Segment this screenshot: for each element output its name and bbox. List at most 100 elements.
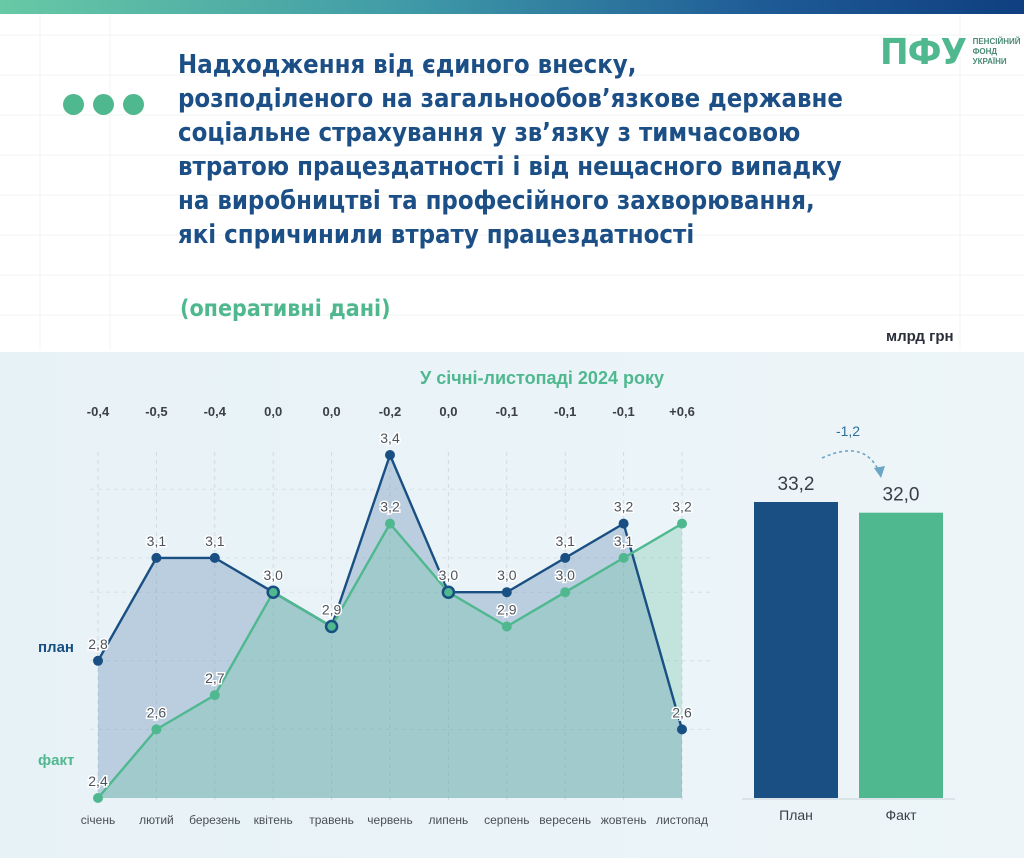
title-line: Надходження від єдиного внеску, [178,50,637,80]
fact-point [677,518,687,529]
x-tick-label: квітень [254,813,293,827]
x-tick-label: червень [367,813,412,827]
dot [123,94,144,115]
fact-value-label: 2,7 [205,670,225,686]
fact-value-label: 2,4 [88,773,108,789]
difference-arrow [821,450,881,475]
title-line: які спричинили втрату працездатності [178,220,695,250]
difference-label: -0,1 [496,404,518,419]
difference-label: 0,0 [264,404,282,419]
fact-point [560,587,571,598]
title-line: втратою працездатності і від нещасного в… [178,152,842,182]
page-subtitle: (оперативні дані) [180,296,391,322]
area-layer [98,455,682,798]
plan-value-label: 3,4 [380,430,400,446]
x-tick-label: лютий [139,813,174,827]
plan-point [677,724,687,735]
shared-value-label: 2,9 [322,602,342,618]
dot [93,94,114,115]
plan-point [560,552,571,563]
plan-value-label: 3,2 [614,499,634,515]
unit-label: млрд грн [886,328,954,345]
bar-difference-label: -1,2 [836,423,860,439]
difference-label: 0,0 [323,404,341,419]
chart-title: У січні-листопаді 2024 року [420,368,664,388]
plan-value-label: 2,6 [672,704,692,720]
fact-point [209,690,220,701]
x-tick-label: вересень [539,813,591,827]
dot [63,94,84,115]
plan-value-label: 3,1 [147,533,167,549]
legend-plan: план [38,639,74,656]
decorative-dots [63,94,144,115]
fact-value-label: 2,6 [147,704,167,720]
fact-point [93,793,103,803]
bar-plan [754,502,838,798]
point-layer [93,450,687,803]
difference-label: -0,1 [612,404,634,419]
bar-category-label: Факт [885,807,917,823]
x-tick-label: березень [189,813,240,827]
shared-value-label: 3,0 [263,567,283,583]
grid-layer [90,452,710,802]
logo-text: ПЕНСІЙНИЙ ФОНД УКРАЇНИ [973,37,1021,67]
fact-point [618,552,629,563]
logo-mark: ПФУ [880,32,967,73]
fact-value-label: 3,1 [614,533,634,549]
bar-fact [859,512,943,798]
difference-label: -0,4 [204,404,227,419]
difference-label: 0,0 [439,404,457,419]
fact-point [501,621,512,632]
plan-value-label: 3,1 [555,533,575,549]
difference-label: -0,1 [554,404,576,419]
fact-area [98,523,682,798]
x-tick-label: липень [429,813,469,827]
fact-value-label: 3,0 [555,567,575,583]
title-line: розподіленого на загальнообов’язкове дер… [178,84,843,114]
difference-label: -0,5 [145,404,167,419]
bar-value-label: 33,2 [778,474,815,495]
page-title: Надходження від єдиного внеску, розподіл… [178,48,880,252]
bar-value-label: 32,0 [883,485,920,506]
x-tick-label: серпень [484,813,529,827]
shared-point [324,619,339,634]
top-gradient-bar [0,0,1024,14]
fact-point [151,724,162,735]
shared-point [441,585,456,599]
x-tick-label: жовтень [601,813,647,827]
bar-chart: 33,2 План 32,0 Факт -1,2 [742,423,955,823]
pfu-logo: ПФУ ПЕНСІЙНИЙ ФОНД УКРАЇНИ [880,34,1020,72]
title-line: соціальне страхування у зв’язку з тимчас… [178,118,801,148]
logo-text-line: ПЕНСІЙНИЙ [972,37,1021,46]
shared-point [266,585,280,599]
x-tick-label: січень [81,813,115,827]
plan-point [501,587,512,598]
plan-point [385,450,395,460]
plan-value-label: 3,1 [205,533,225,549]
bar-category-label: План [779,807,813,823]
fact-value-label: 3,2 [672,499,692,515]
plan-point [151,552,162,563]
title-line: на виробництві та професійного захворюва… [178,186,815,216]
x-tick-label: листопад [656,813,708,827]
plan-point [93,655,103,666]
fact-value-label: 2,9 [497,602,517,618]
logo-text-line: УКРАЇНИ [972,57,1007,66]
difference-label: -0,4 [87,404,110,419]
shared-value-label: 3,0 [439,567,459,583]
fact-point [385,518,395,529]
plan-point [618,518,629,529]
logo-text-line: ФОНД [972,47,998,56]
plan-value-label: 2,8 [88,636,108,652]
plan-area [98,455,682,798]
legend-fact: факт [38,752,74,769]
label-layer: 2,8 2,4 -0,4 січень 3,1 2,6 -0,5 лютий 3,1 2,7 -0,… [81,404,708,827]
fact-value-label: 3,2 [380,499,400,515]
plan-value-label: 3,0 [497,567,517,583]
x-tick-label: травень [309,813,354,827]
arrow-head-icon [874,466,885,478]
difference-label: -0,2 [379,404,401,419]
plan-point [209,552,220,563]
